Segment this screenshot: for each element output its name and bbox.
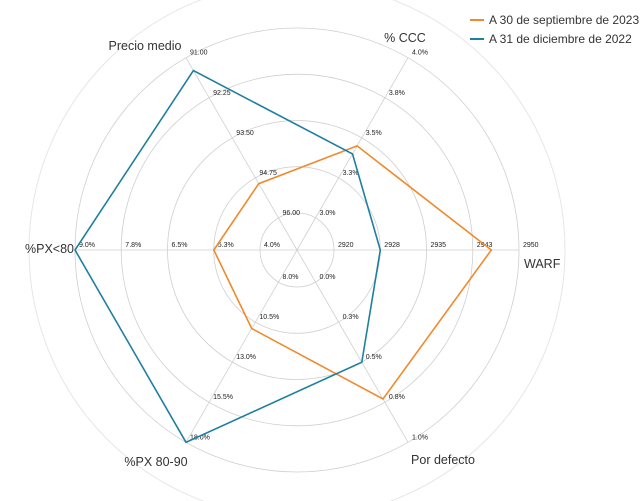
series-line-2 — [74, 69, 382, 444]
axis-title: Por defecto — [411, 453, 475, 467]
legend-swatch-series-2 — [470, 37, 484, 40]
legend-swatch-series-1 — [470, 18, 484, 21]
tick-label: 3.3% — [343, 170, 359, 177]
tick-label: 8.0% — [283, 274, 299, 281]
tick-label: 7.8% — [125, 242, 141, 249]
axis-title: % CCC — [384, 31, 426, 45]
tick-label: 94.75 — [259, 170, 277, 177]
tick-label: 96.00 — [283, 210, 301, 217]
axis-title: %PX 80-90 — [124, 455, 187, 469]
outer-frame-circle — [28, 0, 566, 501]
tick-label: 0.3% — [343, 314, 359, 321]
legend-label-series-1: A 30 de septiembre de 2023 — [489, 12, 640, 27]
tick-label: 18.0% — [190, 434, 210, 441]
tick-label: 4.0% — [264, 242, 280, 249]
tick-label: 0.8% — [389, 394, 405, 401]
tick-label: 3.0% — [320, 210, 336, 217]
tick-label: 2935 — [431, 242, 447, 249]
tick-label: 10.5% — [259, 314, 279, 321]
tick-label: 4.0% — [412, 50, 428, 57]
axis-spoke-6 — [296, 249, 409, 443]
tick-label: 91.00 — [190, 50, 208, 57]
axis-title: WARF — [524, 257, 561, 271]
tick-label: 3.5% — [366, 130, 382, 137]
tick-label: 13.0% — [236, 354, 256, 361]
legend: A 30 de septiembre de 2023 A 31 de dicie… — [470, 10, 639, 48]
tick-label: 92.25 — [213, 90, 231, 97]
tick-label: 2920 — [338, 242, 354, 249]
axis-title: Precio medio — [109, 39, 182, 53]
tick-label: 0.0% — [320, 274, 336, 281]
tick-label: 5.3% — [218, 242, 234, 249]
legend-label-series-2: A 31 de diciembre de 2022 — [489, 31, 632, 46]
axis-spoke-5 — [185, 249, 298, 443]
tick-label: 2950 — [523, 242, 539, 249]
legend-item-series-2: A 31 de diciembre de 2022 — [470, 29, 639, 48]
tick-label: 0.5% — [366, 354, 382, 361]
axis-spoke-3 — [185, 57, 298, 251]
tick-label: 1.0% — [412, 434, 428, 441]
tick-label: 3.8% — [389, 90, 405, 97]
tick-label: 15.5% — [213, 394, 233, 401]
tick-label: 2928 — [384, 242, 400, 249]
tick-label: 9.0% — [79, 242, 95, 249]
legend-item-series-1: A 30 de septiembre de 2023 — [470, 10, 639, 29]
axis-title: %PX<80 — [25, 242, 74, 256]
tick-label: 6.5% — [172, 242, 188, 249]
tick-label: 93.50 — [236, 130, 254, 137]
series-line-1 — [212, 144, 493, 401]
